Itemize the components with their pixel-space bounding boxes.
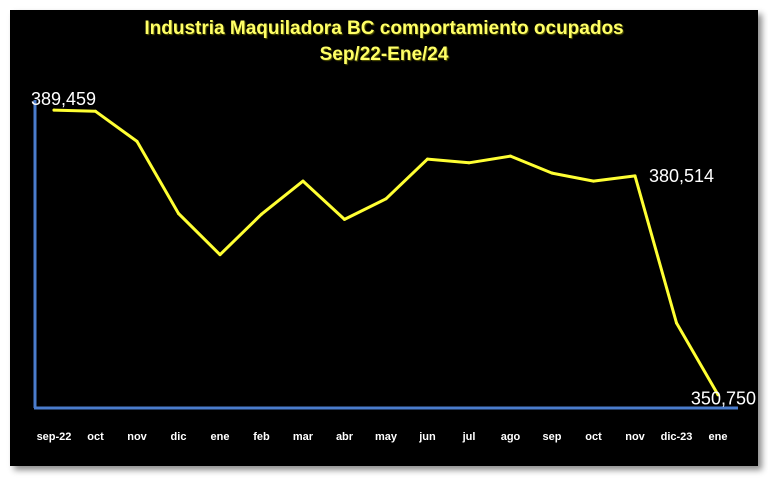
data-point [509,154,512,158]
data-point [135,139,139,143]
data-point [633,174,637,178]
chart-subtitle: Sep/22-Ene/24 [319,44,449,65]
data-point [301,179,305,183]
x-tick-label: ago [501,431,521,443]
x-tick-label: feb [253,431,270,443]
x-tick-label: ene [211,431,230,443]
x-tick-labels: sep-22 oct nov dic ene feb mar abr may jun jul ago s… [37,431,728,443]
data-point [675,321,678,325]
data-label: 380,514 [649,166,714,186]
data-point [716,393,720,397]
data-point [592,179,595,183]
chart-title-block: Industria Maquiladora BC comportamiento … [0,16,768,68]
chart-frame [10,10,758,466]
x-tick-label: jul [462,431,476,443]
x-tick-label: oct [585,431,602,443]
x-tick-label: jun [418,431,436,443]
x-tick-label: sep-22 [37,431,72,443]
data-label: 350,750 [691,389,756,409]
x-tick-label: oct [87,431,104,443]
x-tick-label: may [375,431,398,443]
data-label: 389,459 [31,89,96,109]
data-point [260,212,263,216]
axes [33,100,738,410]
data-point [218,253,222,257]
x-tick-label: mar [293,431,314,443]
data-point [426,157,429,161]
data-point [467,161,471,165]
series-line [52,108,720,397]
data-point [550,171,554,175]
x-tick-label: nov [625,431,645,443]
series-layer [52,108,720,397]
x-tick-label: sep [543,431,562,443]
data-point [52,108,56,112]
x-tick-label: ene [709,431,728,443]
chart-title: Industria Maquiladora BC comportamiento … [144,18,624,39]
data-labels: 389,459 380,514 350,750 [31,89,756,409]
data-point [384,197,388,201]
x-tick-label: abr [336,431,354,443]
data-point [177,211,180,215]
x-tick-label: nov [127,431,147,443]
data-point [343,217,346,221]
x-tick-label: dic-23 [661,431,693,443]
data-point [94,109,97,113]
x-tick-label: dic [171,431,187,443]
